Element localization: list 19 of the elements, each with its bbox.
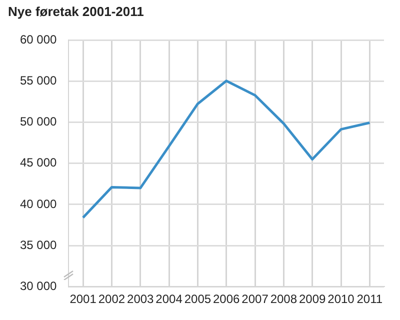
chart-title: Nye føretak 2001-2011 <box>8 4 145 19</box>
x-tick-label: 2011 <box>356 292 383 306</box>
x-tick-label: 2001 <box>70 292 97 306</box>
x-tick-label: 2009 <box>298 292 326 306</box>
x-tick-label: 2010 <box>328 292 355 306</box>
y-tick-label: 60 000 <box>20 32 58 47</box>
y-tick-label: 40 000 <box>20 196 58 211</box>
x-tick-label: 2004 <box>156 292 183 306</box>
x-tick-label: 2005 <box>184 292 212 306</box>
y-tick-label: 55 000 <box>20 74 58 88</box>
x-tick-label: 2006 <box>213 292 240 306</box>
y-tick-label: 30 000 <box>20 278 58 293</box>
x-tick-label: 2008 <box>270 292 298 306</box>
x-tick-label: 2007 <box>242 292 269 306</box>
y-tick-label: 45 000 <box>20 156 58 170</box>
y-tick-label: 35 000 <box>20 238 58 252</box>
y-tick-label: 50 000 <box>20 114 58 129</box>
x-tick-label: 2003 <box>127 292 154 306</box>
x-tick-label: 2002 <box>98 292 126 306</box>
